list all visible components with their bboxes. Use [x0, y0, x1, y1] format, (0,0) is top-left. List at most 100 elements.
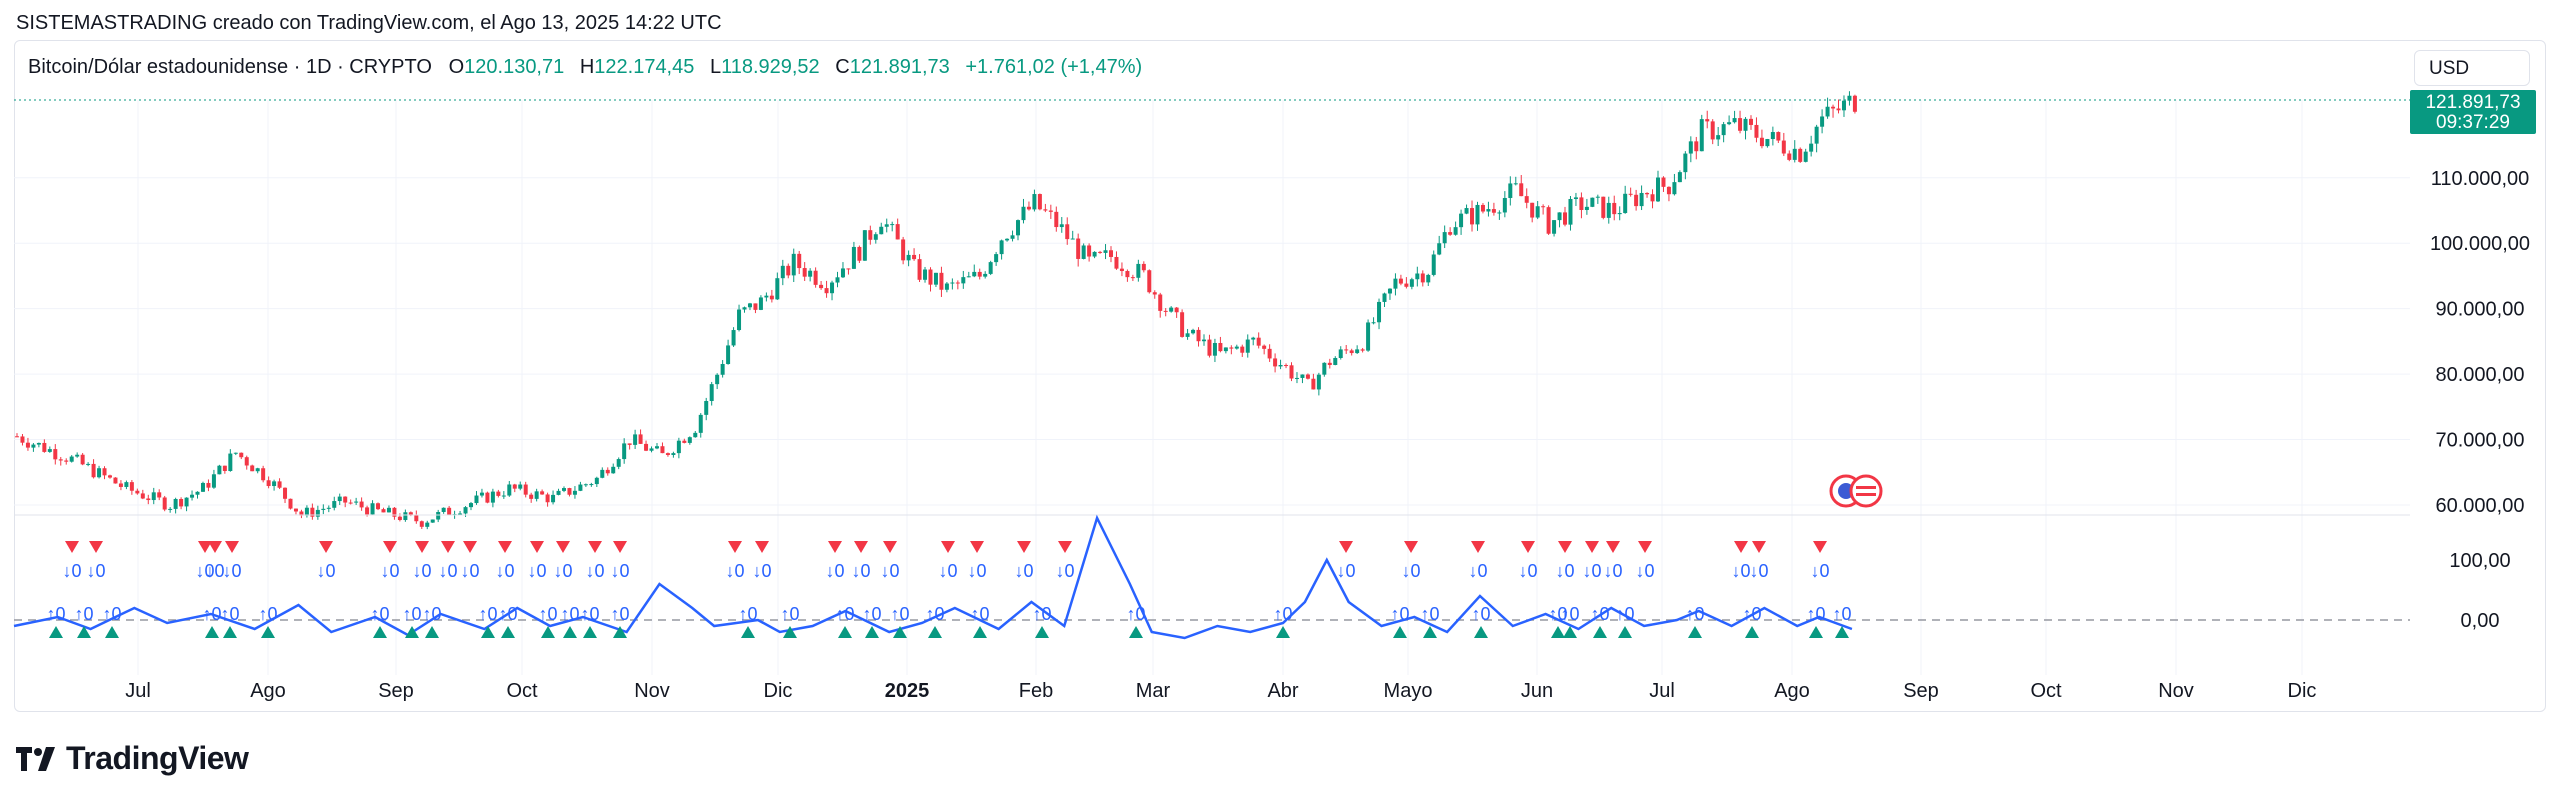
candle-body — [91, 463, 96, 478]
candle-body — [1185, 333, 1190, 337]
buy-signal-icon[interactable] — [1035, 626, 1049, 638]
candle-body — [1480, 204, 1485, 212]
candle-body — [250, 465, 255, 472]
candle-body — [693, 432, 698, 438]
sell-signal-icon[interactable] — [1585, 541, 1599, 553]
buy-signal-icon[interactable] — [223, 626, 237, 638]
buy-signal-label: ↑0 — [1590, 604, 1609, 624]
sell-signal-icon[interactable] — [854, 541, 868, 553]
buy-signal-icon[interactable] — [893, 626, 907, 638]
buy-signal-icon[interactable] — [1393, 626, 1407, 638]
sell-signal-icon[interactable] — [755, 541, 769, 553]
buy-signal-icon[interactable] — [49, 626, 63, 638]
sell-signal-icon[interactable] — [613, 541, 627, 553]
buy-signal-icon[interactable] — [405, 626, 419, 638]
sell-signal-icon[interactable] — [1471, 541, 1485, 553]
buy-signal-icon[interactable] — [1563, 626, 1577, 638]
candle-body — [1059, 224, 1064, 228]
buy-signal-icon[interactable] — [1129, 626, 1143, 638]
buy-signal-icon[interactable] — [541, 626, 555, 638]
candle-body — [1043, 209, 1048, 211]
buy-signal-icon[interactable] — [865, 626, 879, 638]
buy-signal-icon[interactable] — [973, 626, 987, 638]
buy-signal-icon[interactable] — [1835, 626, 1849, 638]
sell-signal-icon[interactable] — [1813, 541, 1827, 553]
sell-signal-icon[interactable] — [415, 541, 429, 553]
buy-signal-icon[interactable] — [105, 626, 119, 638]
sell-signal-icon[interactable] — [1058, 541, 1072, 553]
sell-signal-icon[interactable] — [1558, 541, 1572, 553]
buy-signal-icon[interactable] — [261, 626, 275, 638]
candle-body — [474, 495, 479, 504]
buy-signal-icon[interactable] — [838, 626, 852, 638]
buy-signal-icon[interactable] — [783, 626, 797, 638]
buy-signal-icon[interactable] — [77, 626, 91, 638]
sell-signal-icon[interactable] — [319, 541, 333, 553]
sell-signal-icon[interactable] — [1734, 541, 1748, 553]
sell-signal-icon[interactable] — [1404, 541, 1418, 553]
sell-signal-icon[interactable] — [556, 541, 570, 553]
buy-signal-icon[interactable] — [501, 626, 515, 638]
candle-body — [1431, 254, 1436, 275]
sell-signal-label: ↓0 — [1603, 561, 1622, 581]
symbol-name[interactable]: Bitcoin/Dólar estadounidense · 1D · CRYP… — [28, 56, 432, 78]
candle-body — [1114, 256, 1119, 269]
sell-signal-icon[interactable] — [1339, 541, 1353, 553]
sell-signal-icon[interactable] — [208, 541, 222, 553]
sell-signal-icon[interactable] — [941, 541, 955, 553]
buy-signal-icon[interactable] — [1809, 626, 1823, 638]
sell-signal-label: ↓0 — [1468, 561, 1487, 581]
buy-signal-icon[interactable] — [583, 626, 597, 638]
buy-signal-icon[interactable] — [1688, 626, 1702, 638]
buy-signal-icon[interactable] — [205, 626, 219, 638]
sell-signal-icon[interactable] — [463, 541, 477, 553]
sell-signal-icon[interactable] — [65, 541, 79, 553]
candle-body — [1814, 126, 1819, 144]
candle-body — [1344, 349, 1349, 351]
buy-signal-icon[interactable] — [373, 626, 387, 638]
tradingview-logo[interactable]: TradingView — [16, 740, 249, 777]
sell-signal-icon[interactable] — [198, 541, 212, 553]
sell-signal-icon[interactable] — [498, 541, 512, 553]
candle-body — [129, 482, 134, 491]
candle-body — [1382, 293, 1387, 302]
sell-signal-icon[interactable] — [530, 541, 544, 553]
sell-signal-icon[interactable] — [970, 541, 984, 553]
buy-signal-icon[interactable] — [1745, 626, 1759, 638]
buy-signal-icon[interactable] — [481, 626, 495, 638]
buy-signal-icon[interactable] — [1551, 626, 1565, 638]
candle-body — [1513, 183, 1518, 185]
candle-body — [950, 282, 955, 284]
candle-body — [222, 465, 227, 471]
candle-body — [1262, 345, 1267, 349]
buy-signal-icon[interactable] — [741, 626, 755, 638]
buy-signal-icon[interactable] — [1276, 626, 1290, 638]
buy-signal-icon[interactable] — [1618, 626, 1632, 638]
buy-signal-icon[interactable] — [1423, 626, 1437, 638]
buy-signal-icon[interactable] — [425, 626, 439, 638]
currency-button[interactable]: USD — [2414, 50, 2530, 86]
sell-signal-icon[interactable] — [728, 541, 742, 553]
buy-signal-icon[interactable] — [613, 626, 627, 638]
flag-icons[interactable] — [1829, 474, 1883, 508]
buy-signal-icon[interactable] — [1593, 626, 1607, 638]
sell-signal-icon[interactable] — [1521, 541, 1535, 553]
sell-signal-icon[interactable] — [883, 541, 897, 553]
buy-signal-icon[interactable] — [928, 626, 942, 638]
buy-signal-icon[interactable] — [563, 626, 577, 638]
sell-signal-icon[interactable] — [383, 541, 397, 553]
sell-signal-icon[interactable] — [1606, 541, 1620, 553]
candle-body — [764, 295, 769, 298]
buy-signal-icon[interactable] — [1474, 626, 1488, 638]
sell-signal-icon[interactable] — [1638, 541, 1652, 553]
sell-signal-icon[interactable] — [828, 541, 842, 553]
sell-signal-icon[interactable] — [588, 541, 602, 553]
sell-signal-icon[interactable] — [441, 541, 455, 553]
candle-body — [1776, 132, 1781, 141]
sell-signal-icon[interactable] — [225, 541, 239, 553]
sell-signal-icon[interactable] — [1017, 541, 1031, 553]
badge-price: 121.891,73 — [2425, 92, 2520, 113]
sell-signal-icon[interactable] — [1752, 541, 1766, 553]
sell-signal-icon[interactable] — [89, 541, 103, 553]
